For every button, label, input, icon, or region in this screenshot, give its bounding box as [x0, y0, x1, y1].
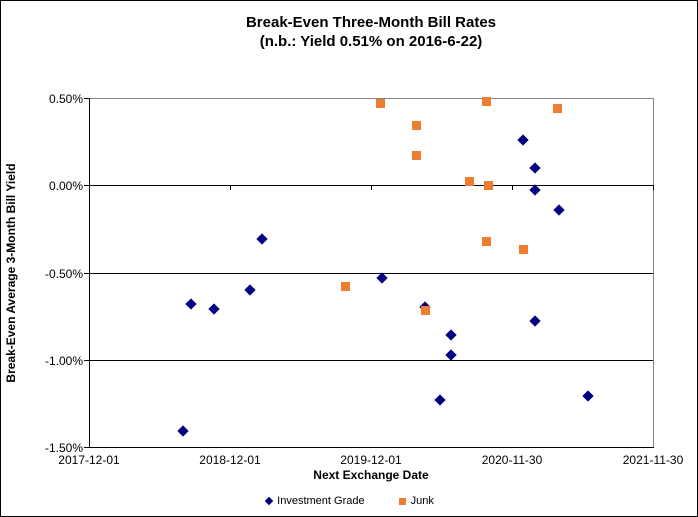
plot-border-right: [653, 98, 654, 448]
legend-label: Investment Grade: [277, 495, 365, 507]
y-tick-label: -1.50%: [44, 441, 83, 455]
legend-label: Junk: [410, 495, 434, 507]
legend-item: Junk: [398, 495, 434, 507]
square-icon: [398, 497, 406, 505]
x-axis-bottom-line: [89, 447, 654, 448]
data-point-marker: [376, 98, 386, 108]
y-axis-title: Break-Even Average 3-Month Bill Yield: [4, 163, 18, 383]
data-point-marker: [244, 284, 256, 296]
y-tick-label: 0.00%: [48, 179, 83, 193]
data-point-marker: [482, 236, 492, 246]
x-tick-label: 2020-11-30: [481, 453, 543, 467]
y-tick-label: -0.50%: [44, 267, 83, 281]
data-point-marker: [582, 390, 594, 403]
data-point-marker: [483, 180, 493, 190]
data-point-marker: [256, 233, 269, 246]
y-axis-tick: [84, 447, 89, 448]
data-point-marker: [528, 162, 541, 174]
data-point-marker: [517, 134, 529, 146]
x-axis-tick: [371, 185, 372, 190]
data-point-marker: [552, 204, 565, 216]
x-axis-tick: [89, 185, 90, 190]
chart-subtitle: (n.b.: Yield 0.51% on 2016-6-22): [259, 33, 483, 50]
x-axis-title: Next Exchange Date: [313, 468, 429, 482]
x-tick-label: 2019-12-01: [340, 453, 402, 467]
data-point-marker: [465, 177, 475, 187]
data-point-marker: [445, 348, 458, 361]
y-axis-tick: [84, 360, 89, 361]
data-point-marker: [518, 245, 528, 255]
x-tick-label: 2017-12-01: [58, 453, 120, 467]
data-point-marker: [552, 103, 562, 113]
x-axis-tick: [512, 185, 513, 190]
plot-border-top: [89, 98, 653, 99]
data-point-marker: [528, 184, 541, 197]
data-point-marker: [411, 121, 421, 131]
x-axis-tick: [653, 185, 654, 190]
data-point-marker: [434, 394, 446, 406]
diamond-icon: [264, 496, 274, 506]
x-tick-label: 2021-11-30: [622, 453, 684, 467]
legend-item: Investment Grade: [264, 495, 365, 507]
gridline: [89, 273, 653, 274]
y-tick-label: 0.50%: [48, 92, 83, 106]
x-axis-tick: [230, 185, 231, 190]
chart-title: Break-Even Three-Month Bill Rates: [245, 14, 497, 31]
data-point-marker: [445, 329, 458, 341]
y-axis-tick: [84, 98, 89, 99]
data-point-marker: [411, 151, 421, 161]
y-tick-label: -1.00%: [44, 354, 83, 368]
data-point-marker: [177, 425, 190, 437]
data-point-marker: [421, 306, 431, 316]
y-axis-tick: [84, 273, 89, 274]
gridline: [89, 360, 653, 361]
data-point-marker: [482, 96, 492, 106]
data-point-marker: [184, 298, 197, 310]
data-point-marker: [341, 281, 351, 291]
data-point-marker: [528, 315, 541, 328]
data-point-marker: [208, 303, 221, 315]
legend: Investment Grade Junk: [1, 495, 697, 507]
chart-title-block: Break-Even Three-Month Bill Rates (n.b.:…: [89, 13, 653, 51]
y-axis-tick: [84, 185, 89, 186]
x-tick-label: 2018-12-01: [199, 453, 261, 467]
